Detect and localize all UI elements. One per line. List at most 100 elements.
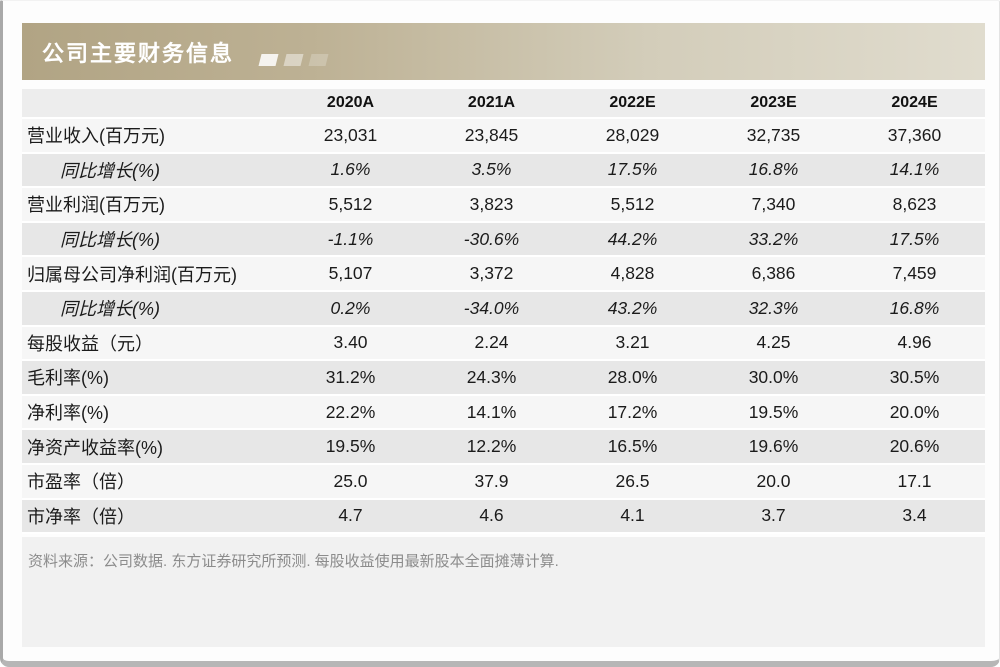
row-label: 同比增长(%)	[22, 153, 280, 189]
cell-value: 28.0%	[562, 361, 703, 396]
cell-value: 24.3%	[421, 361, 562, 396]
financial-summary-panel: 公司主要财务信息 2020A 2021A 2022E 2023E 2024E 营业收入(…	[22, 23, 985, 648]
column-header: 2023E	[703, 89, 844, 119]
cell-value: 4.6	[421, 499, 562, 535]
column-header: 2022E	[562, 89, 703, 119]
cell-value: 20.0	[703, 464, 844, 500]
column-header: 2021A	[421, 89, 562, 119]
cell-value: 26.5	[562, 464, 703, 500]
panel-title-bar: 公司主要财务信息	[22, 23, 985, 80]
cell-value: 32,735	[703, 119, 844, 154]
cell-value: 2.24	[421, 326, 562, 362]
cell-value: 30.0%	[703, 361, 844, 396]
cell-value: 3,823	[421, 188, 562, 223]
row-label: 同比增长(%)	[22, 222, 280, 258]
table-row: 同比增长(%) -1.1% -30.6% 44.2% 33.2% 17.5%	[22, 222, 985, 258]
cell-value: 37,360	[844, 119, 985, 154]
cell-value: 4.7	[280, 499, 421, 535]
row-label: 营业收入(百万元)	[22, 119, 280, 154]
cell-value: 3.40	[280, 326, 421, 362]
cell-value: 5,107	[280, 257, 421, 292]
cell-value: 19.5%	[280, 430, 421, 465]
cell-value: 44.2%	[562, 222, 703, 258]
cell-value: 28,029	[562, 119, 703, 154]
row-label: 净资产收益率(%)	[22, 430, 280, 465]
table-row: 同比增长(%) 0.2% -34.0% 43.2% 32.3% 16.8%	[22, 291, 985, 327]
cell-value: 37.9	[421, 464, 562, 500]
cell-value: 20.6%	[844, 430, 985, 465]
cell-value: 12.2%	[421, 430, 562, 465]
cell-value: 31.2%	[280, 361, 421, 396]
table-row: 同比增长(%) 1.6% 3.5% 17.5% 16.8% 14.1%	[22, 153, 985, 189]
cell-value: 32.3%	[703, 291, 844, 327]
table-header-row: 2020A 2021A 2022E 2023E 2024E	[22, 89, 985, 119]
cell-value: 25.0	[280, 464, 421, 500]
column-header: 2024E	[844, 89, 985, 119]
panel-title: 公司主要财务信息	[42, 40, 235, 66]
cell-value: 7,340	[703, 188, 844, 223]
cell-value: 19.5%	[703, 395, 844, 431]
row-label: 归属母公司净利润(百万元)	[22, 257, 280, 292]
row-label: 净利率(%)	[22, 395, 280, 431]
row-label: 每股收益（元）	[22, 326, 280, 362]
table-row: 净利率(%) 22.2% 14.1% 17.2% 19.5% 20.0%	[22, 395, 985, 431]
cell-value: 17.1	[844, 464, 985, 500]
row-label: 同比增长(%)	[22, 291, 280, 327]
row-label: 市盈率（倍）	[22, 464, 280, 500]
cell-value: 3,372	[421, 257, 562, 292]
cell-value: 17.5%	[562, 153, 703, 189]
cell-value: -34.0%	[421, 291, 562, 327]
cell-value: 23,031	[280, 119, 421, 154]
cell-value: 6,386	[703, 257, 844, 292]
cell-value: 3.5%	[421, 153, 562, 189]
cell-value: 30.5%	[844, 361, 985, 396]
table-row: 营业利润(百万元) 5,512 3,823 5,512 7,340 8,623	[22, 188, 985, 223]
row-label: 毛利率(%)	[22, 361, 280, 396]
cell-value: 5,512	[280, 188, 421, 223]
row-label: 市净率（倍）	[22, 499, 280, 535]
cell-value: 43.2%	[562, 291, 703, 327]
cell-value: 3.7	[703, 499, 844, 535]
cell-value: 4.96	[844, 326, 985, 362]
cell-value: 0.2%	[280, 291, 421, 327]
deco-square-icon	[283, 53, 304, 66]
cell-value: 4.1	[562, 499, 703, 535]
cell-value: 5,512	[562, 188, 703, 223]
cell-value: 16.8%	[844, 291, 985, 327]
cell-value: 4.25	[703, 326, 844, 362]
table-row: 毛利率(%) 31.2% 24.3% 28.0% 30.0% 30.5%	[22, 361, 985, 396]
row-label: 营业利润(百万元)	[22, 188, 280, 223]
cell-value: -1.1%	[280, 222, 421, 258]
table-row: 市净率（倍） 4.7 4.6 4.1 3.7 3.4	[22, 499, 985, 535]
source-note-bar: 资料来源：公司数据. 东方证券研究所预测. 每股收益使用最新股本全面摊薄计算.	[22, 537, 985, 648]
cell-value: 1.6%	[280, 153, 421, 189]
column-header-spacer	[22, 89, 280, 119]
cell-value: 19.6%	[703, 430, 844, 465]
cell-value: 7,459	[844, 257, 985, 292]
cell-value: 23,845	[421, 119, 562, 154]
cell-value: 17.5%	[844, 222, 985, 258]
cell-value: 16.8%	[703, 153, 844, 189]
column-header: 2020A	[280, 89, 421, 119]
cell-value: 3.4	[844, 499, 985, 535]
table-row: 营业收入(百万元) 23,031 23,845 28,029 32,735 37,360	[22, 119, 985, 154]
cell-value: 17.2%	[562, 395, 703, 431]
financial-table: 2020A 2021A 2022E 2023E 2024E 营业收入(百万元) 23,03…	[22, 89, 985, 535]
table-row: 归属母公司净利润(百万元) 5,107 3,372 4,828 6,386 7,459	[22, 257, 985, 292]
cell-value: 22.2%	[280, 395, 421, 431]
cell-value: -30.6%	[421, 222, 562, 258]
cell-value: 8,623	[844, 188, 985, 223]
cell-value: 3.21	[562, 326, 703, 362]
cell-value: 14.1%	[844, 153, 985, 189]
cell-value: 14.1%	[421, 395, 562, 431]
cell-value: 33.2%	[703, 222, 844, 258]
source-note: 资料来源：公司数据. 东方证券研究所预测. 每股收益使用最新股本全面摊薄计算.	[28, 553, 559, 571]
cell-value: 4,828	[562, 257, 703, 292]
cell-value: 16.5%	[562, 430, 703, 465]
cell-value: 20.0%	[844, 395, 985, 431]
table-row: 净资产收益率(%) 19.5% 12.2% 16.5% 19.6% 20.6%	[22, 430, 985, 465]
table-row: 每股收益（元） 3.40 2.24 3.21 4.25 4.96	[22, 326, 985, 362]
title-decoration-squares	[258, 53, 329, 66]
deco-square-icon	[308, 53, 329, 66]
